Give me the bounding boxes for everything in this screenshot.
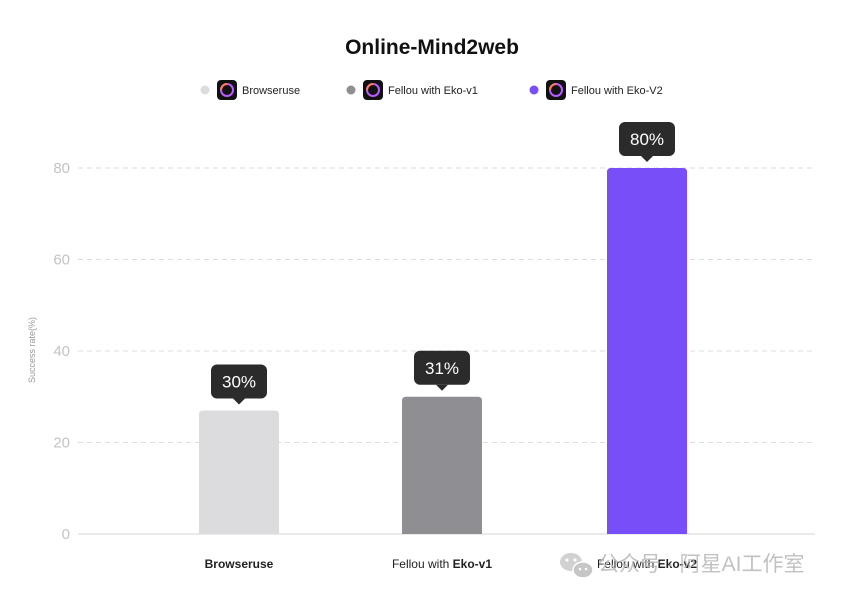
value-labels: 30% 31% 80% — [211, 122, 675, 405]
svg-text:80%: 80% — [630, 130, 664, 149]
value-label: 80% — [619, 122, 675, 162]
bars — [199, 168, 687, 534]
legend: Browseruse Fellou with Eko-v1 Fellou with … — [200, 80, 663, 100]
svg-text:30%: 30% — [222, 372, 256, 391]
value-label: 31% — [414, 350, 470, 391]
watermark: 公众号 · 阿星AI工作室 — [560, 553, 805, 579]
watermark-text: 公众号 · 阿星AI工作室 — [598, 553, 805, 576]
bar — [402, 396, 482, 534]
bar — [607, 168, 687, 534]
x-tick-label: Fellou with Eko-v2 — [597, 557, 697, 571]
app-logo-icon — [546, 80, 566, 100]
svg-text:31%: 31% — [425, 359, 459, 378]
wechat-icon — [560, 553, 594, 579]
y-axis-label: Success rate(%) — [27, 317, 37, 383]
legend-item: Fellou with Eko-v1 — [346, 80, 478, 100]
y-tick-label: 40 — [53, 343, 70, 360]
x-tick-label: Browseruse — [205, 557, 274, 571]
chart-title: Online-Mind2web — [345, 36, 519, 59]
value-label: 30% — [211, 364, 267, 405]
legend-swatch — [346, 85, 356, 95]
y-tick-label: 20 — [53, 435, 70, 452]
x-axis: Browseruse Fellou with Eko-v1 Fellou with … — [205, 557, 698, 571]
y-tick-label: 80 — [53, 160, 70, 177]
legend-label: Browseruse — [242, 85, 300, 97]
app-logo-icon — [363, 80, 383, 100]
legend-label: Fellou with Eko-V2 — [571, 85, 663, 97]
y-tick-label: 60 — [53, 252, 70, 269]
x-tick-label: Fellou with Eko-v1 — [392, 557, 492, 571]
legend-swatch — [529, 85, 539, 95]
legend-item: Browseruse — [200, 80, 300, 100]
app-logo-icon — [217, 80, 237, 100]
y-tick-label: 0 — [62, 526, 70, 543]
legend-item: Fellou with Eko-V2 — [529, 80, 663, 100]
bar — [199, 410, 279, 534]
y-axis: 0 20 40 60 80 — [53, 160, 70, 543]
legend-swatch — [200, 85, 210, 95]
legend-label: Fellou with Eko-v1 — [388, 85, 478, 97]
